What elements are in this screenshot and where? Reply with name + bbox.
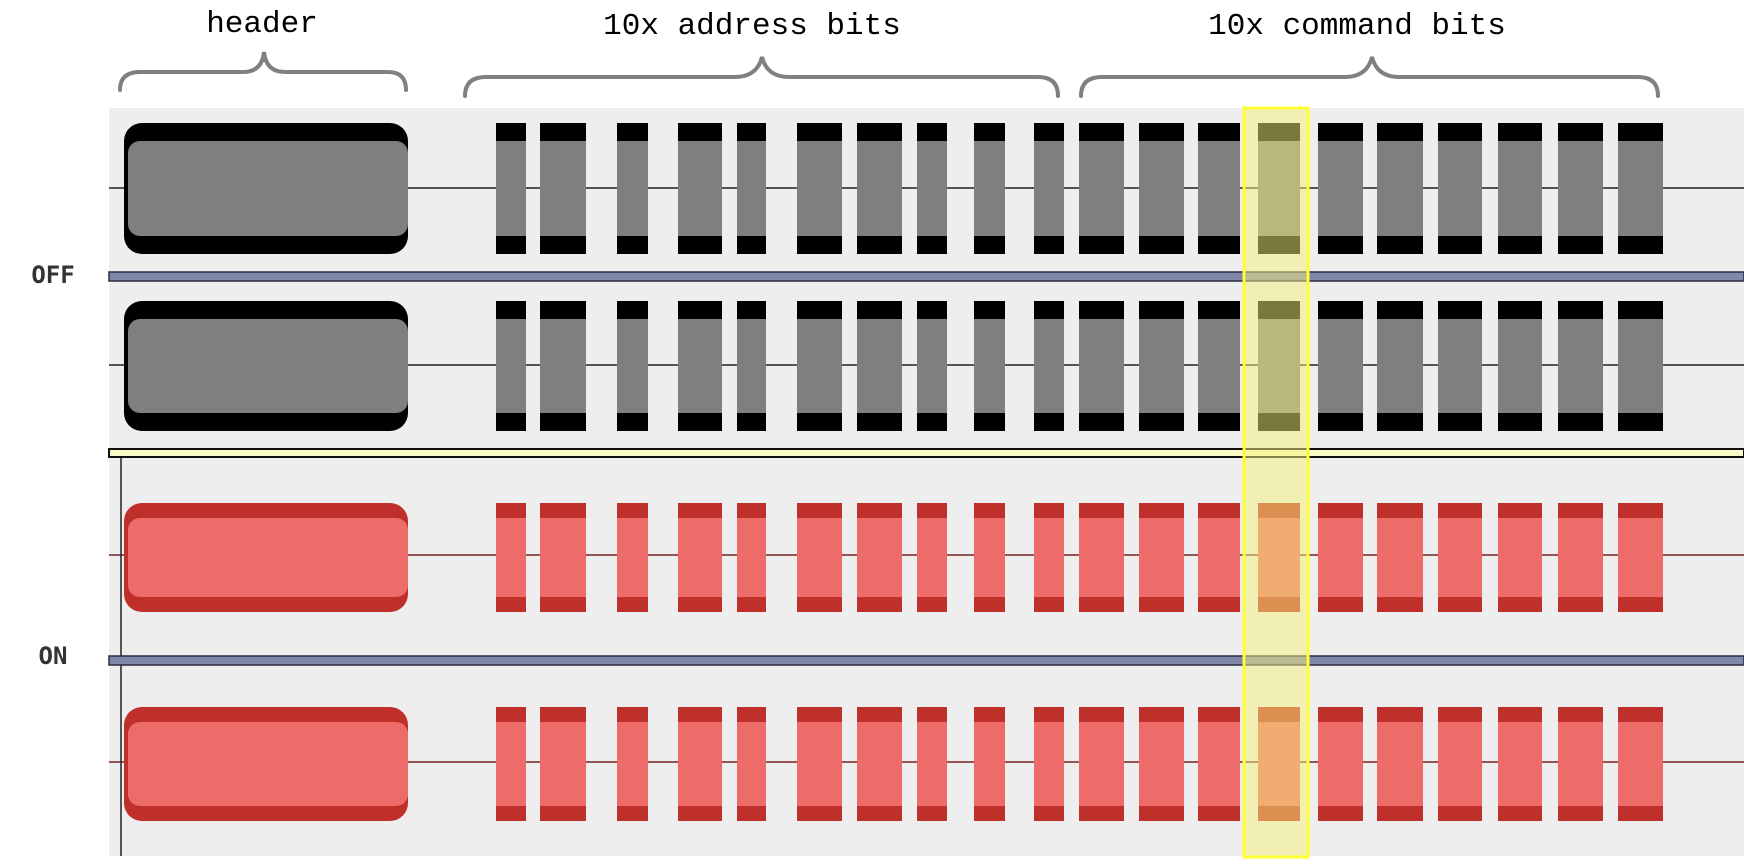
command-bit-pulse bbox=[1318, 141, 1363, 236]
command-bit-pulse bbox=[1318, 319, 1363, 413]
command-bit-pulse bbox=[1377, 319, 1423, 413]
address-bit-pulse bbox=[917, 722, 947, 806]
divider-off bbox=[108, 271, 1744, 282]
address-bit-pulse bbox=[617, 319, 648, 413]
command-bit-pulse bbox=[1498, 319, 1542, 413]
address-bit-pulse bbox=[737, 518, 766, 597]
command-bit-pulse bbox=[1198, 518, 1240, 597]
address-bit-pulse bbox=[1034, 141, 1064, 236]
address-bit-pulse bbox=[540, 518, 586, 597]
address-bit-pulse bbox=[857, 722, 902, 806]
row-label-off: OFF bbox=[31, 261, 74, 289]
waveform-tracks bbox=[109, 108, 1744, 856]
address-bit-pulse bbox=[496, 319, 526, 413]
brace-command bbox=[1079, 56, 1660, 98]
address-bit-pulse bbox=[857, 319, 902, 413]
command-bit-pulse bbox=[1498, 518, 1542, 597]
header-pulse bbox=[128, 141, 408, 236]
address-bit-pulse bbox=[917, 518, 947, 597]
header-pulse bbox=[128, 722, 408, 806]
waveform-track-2 bbox=[109, 281, 1744, 449]
brace-address bbox=[463, 56, 1060, 98]
address-bit-pulse bbox=[1034, 319, 1064, 413]
command-bit-pulse bbox=[1198, 722, 1240, 806]
command-bit-pulse bbox=[1498, 141, 1542, 236]
address-bit-pulse bbox=[737, 722, 766, 806]
address-bit-pulse bbox=[917, 141, 947, 236]
address-bit-pulse bbox=[917, 319, 947, 413]
address-bit-pulse bbox=[737, 141, 766, 236]
command-bit-pulse bbox=[1618, 722, 1663, 806]
address-bit-pulse bbox=[496, 518, 526, 597]
address-bit-pulse bbox=[974, 141, 1005, 236]
address-bit-pulse bbox=[540, 722, 586, 806]
waveform-track-1 bbox=[109, 108, 1744, 272]
address-bit-pulse bbox=[797, 141, 842, 236]
waveform-track-4 bbox=[109, 665, 1744, 856]
header-pulse bbox=[128, 319, 408, 413]
command-bit-pulse bbox=[1139, 319, 1184, 413]
command-bit-pulse bbox=[1198, 141, 1240, 236]
brace-header bbox=[118, 51, 408, 92]
command-bit-pulse bbox=[1618, 319, 1663, 413]
address-bit-pulse bbox=[496, 722, 526, 806]
command-bit-pulse bbox=[1198, 319, 1240, 413]
command-bit-pulse bbox=[1318, 518, 1363, 597]
command-bit-pulse bbox=[1079, 141, 1124, 236]
address-bit-pulse bbox=[857, 518, 902, 597]
divider-mid bbox=[108, 448, 1744, 458]
command-bit-pulse bbox=[1377, 722, 1423, 806]
command-bit-pulse bbox=[1079, 722, 1124, 806]
command-bit-pulse bbox=[1139, 518, 1184, 597]
address-bit-pulse bbox=[1034, 722, 1064, 806]
highlighted-command-bit bbox=[1242, 106, 1310, 859]
address-bit-pulse bbox=[496, 141, 526, 236]
command-bit-pulse bbox=[1438, 141, 1482, 236]
command-bit-pulse bbox=[1438, 518, 1482, 597]
command-bit-pulse bbox=[1377, 518, 1423, 597]
address-bit-pulse bbox=[974, 722, 1005, 806]
command-bit-pulse bbox=[1558, 141, 1603, 236]
command-bit-pulse bbox=[1079, 518, 1124, 597]
address-bit-pulse bbox=[678, 722, 722, 806]
address-bit-pulse bbox=[678, 141, 722, 236]
divider-on bbox=[108, 655, 1744, 666]
command-bit-pulse bbox=[1318, 722, 1363, 806]
command-bit-pulse bbox=[1139, 722, 1184, 806]
address-bit-pulse bbox=[678, 518, 722, 597]
address-bit-pulse bbox=[737, 319, 766, 413]
command-bit-pulse bbox=[1558, 722, 1603, 806]
command-bit-pulse bbox=[1438, 722, 1482, 806]
group-label-header: header bbox=[206, 7, 318, 42]
command-bit-pulse bbox=[1558, 319, 1603, 413]
row-label-on: ON bbox=[39, 642, 68, 670]
waveform-track-3 bbox=[109, 457, 1744, 656]
address-bit-pulse bbox=[617, 141, 648, 236]
address-bit-pulse bbox=[797, 722, 842, 806]
address-bit-pulse bbox=[540, 319, 586, 413]
command-bit-pulse bbox=[1139, 141, 1184, 236]
command-bit-pulse bbox=[1377, 141, 1423, 236]
address-bit-pulse bbox=[857, 141, 902, 236]
address-bit-pulse bbox=[974, 518, 1005, 597]
address-bit-pulse bbox=[617, 518, 648, 597]
address-bit-pulse bbox=[797, 319, 842, 413]
group-label-command: 10x command bits bbox=[1208, 9, 1506, 44]
address-bit-pulse bbox=[797, 518, 842, 597]
command-bit-pulse bbox=[1498, 722, 1542, 806]
command-bit-pulse bbox=[1438, 319, 1482, 413]
command-bit-pulse bbox=[1618, 141, 1663, 236]
header-pulse bbox=[128, 518, 408, 597]
address-bit-pulse bbox=[678, 319, 722, 413]
address-bit-pulse bbox=[1034, 518, 1064, 597]
address-bit-pulse bbox=[617, 722, 648, 806]
address-bit-pulse bbox=[974, 319, 1005, 413]
command-bit-pulse bbox=[1618, 518, 1663, 597]
command-bit-pulse bbox=[1558, 518, 1603, 597]
command-bit-pulse bbox=[1079, 319, 1124, 413]
address-bit-pulse bbox=[540, 141, 586, 236]
group-label-address: 10x address bits bbox=[603, 9, 901, 44]
